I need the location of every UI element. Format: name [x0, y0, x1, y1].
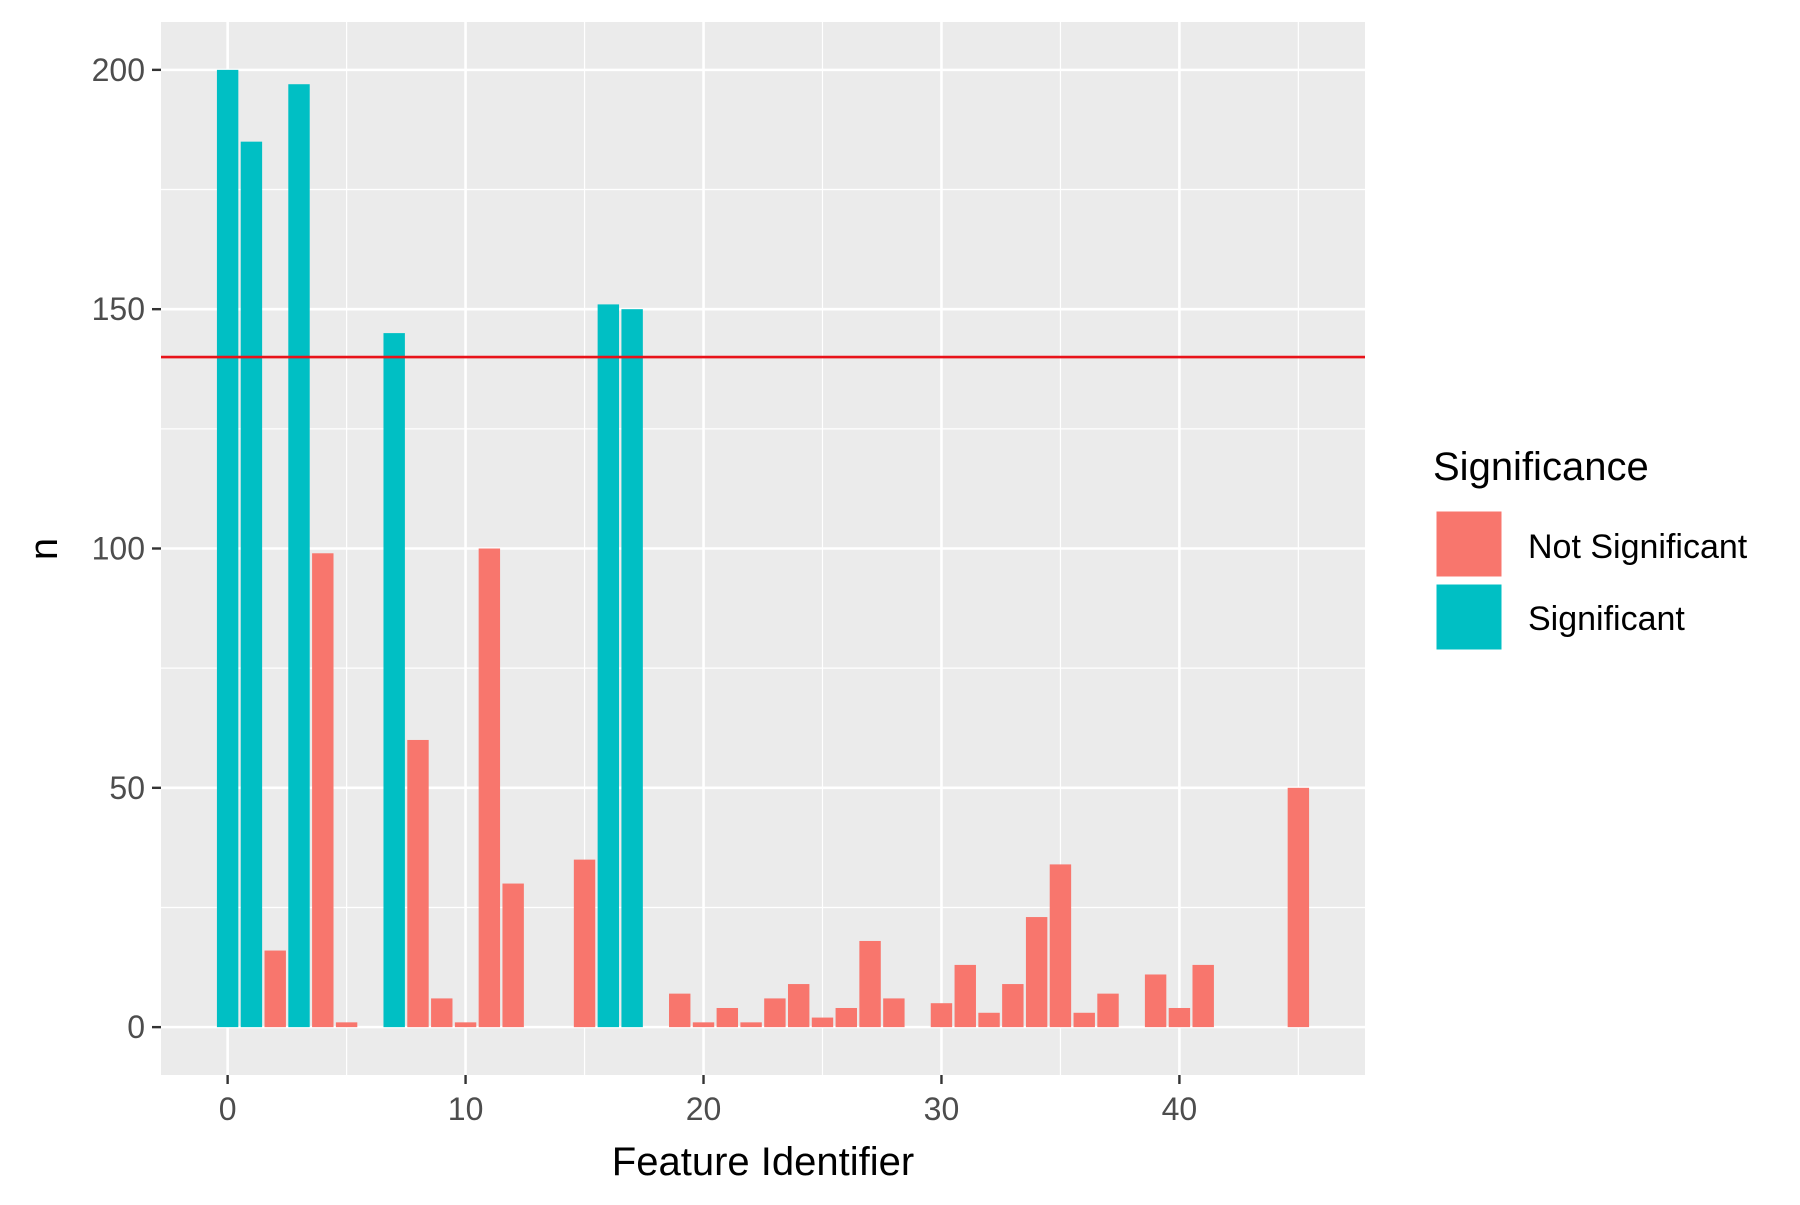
x-tick-label: 30 [924, 1091, 960, 1127]
bar-not-significant-20 [692, 1022, 715, 1028]
bar-significant-3 [288, 84, 310, 1028]
bar-not-significant-24 [787, 984, 810, 1028]
y-axis-label: n [22, 538, 66, 560]
legend-swatch-not-significant [1433, 508, 1505, 580]
y-tick-label: 50 [109, 770, 145, 806]
legend-item-significant: Significant [1433, 581, 1685, 653]
legend-title: Significance [1433, 445, 1649, 489]
bar-not-significant-25 [811, 1017, 834, 1028]
bar-not-significant-9 [431, 998, 453, 1028]
bar-not-significant-30 [930, 1003, 953, 1028]
legend: Significance Not Significant Significant [1433, 445, 1748, 653]
bar-not-significant-45 [1287, 787, 1310, 1028]
bar-not-significant-2 [264, 950, 286, 1028]
bar-not-significant-39 [1144, 974, 1167, 1028]
bar-significant-0 [216, 69, 239, 1028]
bar-not-significant-36 [1073, 1012, 1095, 1028]
y-tick-label: 0 [127, 1009, 145, 1045]
bar-not-significant-28 [883, 998, 905, 1028]
bar-not-significant-35 [1049, 864, 1072, 1028]
bar-not-significant-40 [1168, 1007, 1191, 1028]
bar-not-significant-33 [1002, 984, 1024, 1028]
x-tick-label: 0 [219, 1091, 237, 1127]
legend-label-not-significant: Not Significant [1528, 528, 1748, 566]
bar-not-significant-23 [764, 998, 786, 1028]
bar-not-significant-4 [312, 553, 334, 1028]
bar-not-significant-15 [573, 859, 596, 1028]
bar-not-significant-32 [978, 1012, 1000, 1028]
bar-significant-16 [597, 304, 620, 1028]
bar-not-significant-8 [407, 739, 429, 1028]
axes: 0 10 20 30 40 0 50 100 150 200 [92, 52, 1198, 1127]
bar-not-significant-34 [1025, 917, 1048, 1028]
legend-label-significant: Significant [1528, 600, 1685, 638]
y-tick-label: 200 [92, 52, 145, 88]
bar-not-significant-12 [502, 883, 524, 1028]
bar-not-significant-37 [1097, 993, 1119, 1028]
bar-not-significant-21 [716, 1007, 739, 1028]
bar-not-significant-41 [1192, 964, 1214, 1028]
x-tick-label: 40 [1162, 1091, 1198, 1127]
legend-swatch-significant [1433, 581, 1505, 653]
legend-item-not-significant: Not Significant [1433, 508, 1748, 580]
bar-significant-7 [383, 333, 405, 1028]
bar-not-significant-10 [454, 1022, 477, 1028]
bar-not-significant-27 [859, 940, 881, 1028]
bar-significant-17 [621, 309, 643, 1028]
bar-significant-1 [240, 141, 263, 1028]
bar-not-significant-19 [669, 993, 691, 1028]
y-tick-label: 150 [92, 291, 145, 327]
bar-not-significant-26 [835, 1007, 857, 1028]
bar-not-significant-22 [740, 1022, 762, 1028]
bar-not-significant-5 [335, 1022, 358, 1028]
bars [216, 69, 1310, 1028]
x-tick-label: 10 [448, 1091, 484, 1127]
bar-not-significant-11 [478, 548, 501, 1028]
y-tick-label: 100 [92, 531, 145, 567]
bar-not-significant-31 [954, 964, 976, 1028]
x-tick-label: 20 [686, 1091, 722, 1127]
x-axis-label: Feature Identifier [612, 1140, 914, 1184]
